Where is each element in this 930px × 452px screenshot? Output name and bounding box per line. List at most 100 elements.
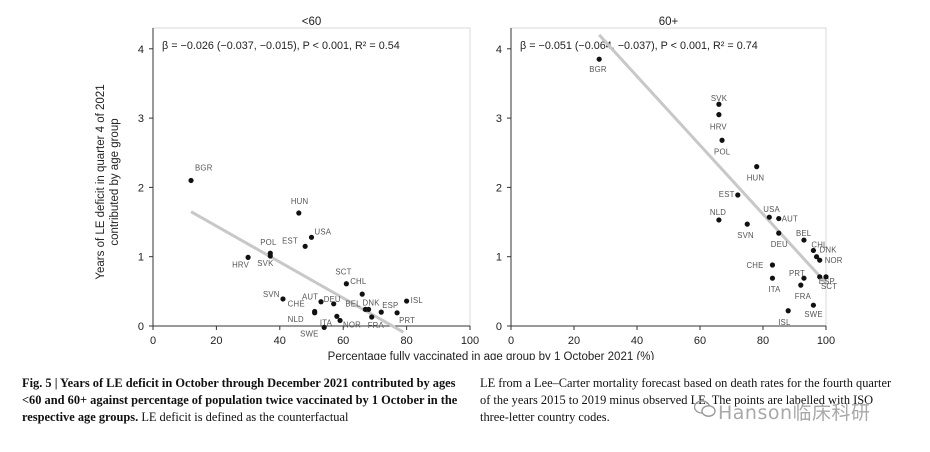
panel-60-plus: 0 20 40 60 80 100 0 1 2 3 4 60+ β = −0.051 (−0.064, … xyxy=(496,16,843,347)
data-point-nld xyxy=(312,310,318,316)
data-point-chl xyxy=(359,291,365,297)
point-label-pol: POL xyxy=(714,147,731,156)
data-point-sct xyxy=(343,281,349,287)
data-point-svn xyxy=(744,221,750,227)
point-label-svk: SVK xyxy=(257,259,274,268)
point-label-prt: PRT xyxy=(399,316,415,325)
data-point-esp xyxy=(817,274,823,280)
point-label-chl: CHL xyxy=(350,277,367,286)
y-tick-label: 4 xyxy=(138,44,144,56)
point-label-dnk: DNK xyxy=(820,246,838,255)
data-point-nor xyxy=(337,317,343,324)
x-tick-label: 40 xyxy=(274,335,286,347)
watermark: Hanson临床科研 xyxy=(718,402,871,424)
data-point-hun xyxy=(754,164,760,170)
x-tick-label: 0 xyxy=(508,335,514,347)
data-point-deu xyxy=(776,230,782,236)
x-tick-label: 20 xyxy=(210,335,222,347)
panel-title: <60 xyxy=(302,16,322,28)
point-label-swe: SWE xyxy=(804,310,822,319)
data-point-ita xyxy=(769,275,776,281)
point-label-aut: AUT xyxy=(302,293,318,302)
data-point-nld xyxy=(716,217,722,223)
data-point-fra xyxy=(798,282,804,288)
point-label-bel: BEL xyxy=(796,229,812,238)
y-tick-label: 1 xyxy=(138,252,144,264)
point-label-che: CHE xyxy=(746,261,763,270)
y-tick-label: 2 xyxy=(496,182,502,194)
point-label-swe: SWE xyxy=(300,329,318,338)
data-point-esp xyxy=(378,309,384,315)
point-label-bgr: BGR xyxy=(195,163,213,172)
data-point-bgr xyxy=(188,177,194,184)
x-tick-label: 60 xyxy=(694,335,706,347)
point-label-aut: AUT xyxy=(782,215,798,224)
data-point-bel xyxy=(801,237,807,243)
data-point-bgr xyxy=(596,56,602,62)
x-tick-label: 80 xyxy=(757,335,769,347)
x-tick-label: 80 xyxy=(400,335,412,347)
x-tick-label: 20 xyxy=(568,335,580,347)
data-point-aut xyxy=(776,215,782,222)
stats-annotation: β = −0.051 (−0.064, −0.037), P < 0.001, … xyxy=(520,40,758,52)
point-label-esp: ESP xyxy=(819,277,835,286)
point-label-bgr: BGR xyxy=(589,65,607,74)
stats-annotation: β = −0.026 (−0.037, −0.015), P < 0.001, … xyxy=(162,40,400,52)
data-point-fra xyxy=(369,314,375,320)
x-tick-label: 40 xyxy=(631,335,643,347)
data-point-sct xyxy=(823,274,829,280)
y-tick-label: 0 xyxy=(138,321,144,333)
point-label-chl: CHL xyxy=(811,240,828,249)
point-label-prt: PRT xyxy=(789,269,805,278)
caption-text-left: LE deficit is defined as the counterfact… xyxy=(138,410,349,424)
data-point-svk xyxy=(267,253,273,259)
point-label-svn: SVN xyxy=(263,290,280,299)
point-label-hun: HUN xyxy=(291,197,309,206)
panel-under-60: 0 20 40 60 80 100 0 1 2 3 4 <60 β = −0.026 (−0.037, … xyxy=(95,16,479,347)
point-label-bel: BEL xyxy=(345,299,361,308)
point-label-hrv: HRV xyxy=(710,123,728,132)
point-label-hun: HUN xyxy=(747,174,765,183)
data-point-svn xyxy=(280,296,286,302)
point-label-ita: ITA xyxy=(768,285,781,294)
caption-text-right: LE from a Lee–Carter mortality forecast … xyxy=(480,376,892,424)
data-point-svk xyxy=(716,101,722,107)
point-label-nor: NOR xyxy=(343,320,361,329)
caption-left: Fig. 5 | Years of LE deficit in October … xyxy=(22,375,468,426)
y-tick-label: 4 xyxy=(496,44,502,56)
data-point-deu xyxy=(331,301,337,307)
y-tick-label: 3 xyxy=(138,113,144,125)
y-tick-label: 0 xyxy=(496,321,502,333)
data-point-est xyxy=(302,243,308,249)
y-tick-label: 1 xyxy=(496,252,502,264)
point-label-sct: SCT xyxy=(821,282,837,291)
data-point-che xyxy=(769,262,776,268)
data-point-est xyxy=(735,192,741,198)
data-point-hrv xyxy=(716,112,722,118)
x-tick-label: 60 xyxy=(337,335,349,347)
point-label-che: CHE xyxy=(288,299,305,308)
x-tick-label: 100 xyxy=(461,335,479,347)
point-label-pol: POL xyxy=(260,238,277,247)
point-label-est: EST xyxy=(282,236,298,245)
data-point-swe xyxy=(321,324,327,330)
point-label-deu: DEU xyxy=(324,295,341,304)
point-label-usa: USA xyxy=(763,205,780,214)
data-point-prt xyxy=(394,310,400,316)
point-label-isl: ISL xyxy=(778,318,791,327)
y-tick-label: 2 xyxy=(138,182,144,194)
data-point-chl xyxy=(810,247,817,254)
point-label-hrv: HRV xyxy=(232,260,250,269)
data-point-isl xyxy=(404,298,410,304)
data-point-nor xyxy=(817,257,823,263)
regression-line xyxy=(598,33,828,285)
point-label-sct: SCT xyxy=(335,268,351,277)
point-label-esp: ESP xyxy=(382,301,398,310)
data-point-swe xyxy=(810,302,817,308)
point-label-dnk: DNK xyxy=(363,298,381,307)
data-point-prt xyxy=(801,275,807,281)
point-label-deu: DEU xyxy=(771,240,788,249)
x-tick-label: 0 xyxy=(150,335,156,347)
data-point-aut xyxy=(318,299,324,305)
